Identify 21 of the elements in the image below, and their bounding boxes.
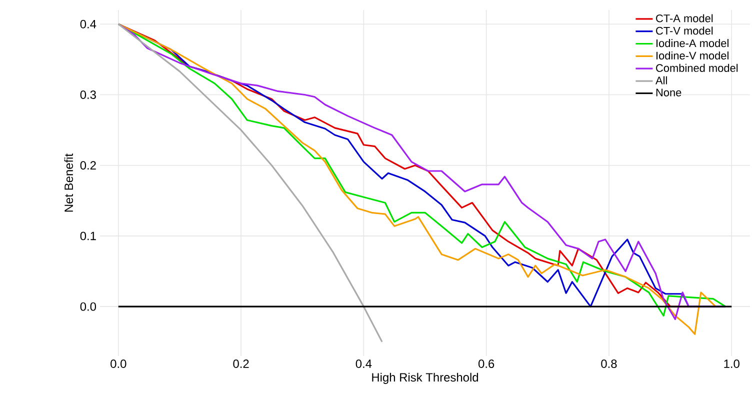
x-axis-title: High Risk Threshold	[372, 372, 478, 384]
legend-label: Combined model	[656, 64, 738, 72]
legend-label: None	[656, 88, 682, 96]
legend-label: CT-A model	[656, 14, 713, 22]
x-tick-label: 0.8	[601, 360, 617, 368]
legend-label: CT-V model	[656, 26, 713, 35]
y-tick-label: 0.4	[80, 20, 96, 28]
x-tick-label: 0.2	[233, 360, 249, 368]
y-tick-label: 0.0	[80, 302, 96, 311]
x-tick-label: 0.6	[478, 360, 494, 368]
legend-label: All	[656, 76, 667, 84]
line-series	[118, 23, 383, 343]
x-tick-label: 0.0	[110, 360, 126, 368]
x-tick-label: 0.4	[356, 360, 372, 368]
y-tick-label: 0.3	[80, 90, 96, 99]
y-tick-label: 0.2	[80, 161, 96, 170]
legend-label: Iodine-A model	[656, 39, 728, 48]
y-axis-title: Net Benefit	[64, 154, 74, 212]
x-tick-label: 1.0	[724, 360, 740, 368]
legend-label: Iodine-V model	[656, 51, 728, 60]
y-tick-label: 0.1	[80, 232, 96, 240]
